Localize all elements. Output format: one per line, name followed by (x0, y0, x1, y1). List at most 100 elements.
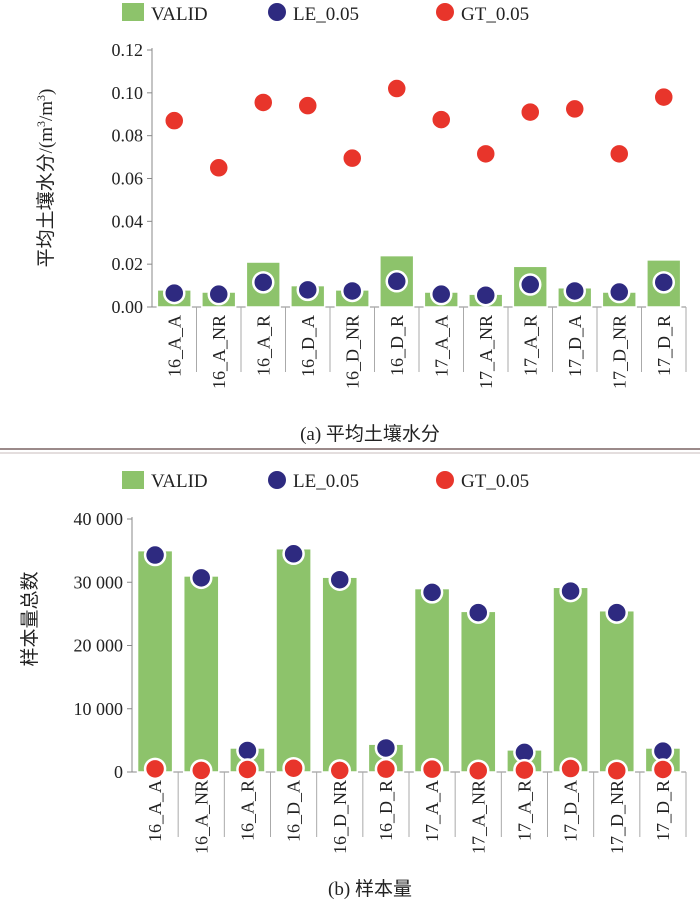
chart-a-point-gt (608, 142, 631, 166)
legend-a-le-label: LE_0.05 (293, 4, 359, 25)
chart-b-bar-valid (413, 587, 451, 773)
chart-b-point-gt (559, 757, 582, 780)
chart-b-point-le (282, 542, 305, 566)
chart-a-ytick-label: 0.08 (112, 126, 144, 146)
chart-b-caption: (b) 样本量 (328, 878, 412, 900)
chart-b-xtick-label: 16_A_A (145, 780, 165, 842)
chart-a-soil-moisture: 0.00 0.02 0.04 0.06 0.08 0.10 0.12 16_A_A 16_A_N… (112, 40, 687, 389)
chart-b-bar-valid (321, 576, 359, 773)
chart-a-point-gt (163, 109, 186, 132)
chart-b-ytick-label: 40 000 (74, 509, 124, 529)
chart-a-xtick-label: 17_A_A (431, 315, 451, 377)
chart-a-ytick-label: 0.10 (112, 83, 144, 103)
chart-b-bar-valid (598, 609, 636, 773)
legend-b-le-marker (268, 471, 286, 489)
chart-b-point-le (328, 568, 351, 591)
chart-b-point-le (605, 601, 628, 624)
chart-b-xtick-label: 16_A_NR (191, 780, 211, 854)
legend-a-valid-swatch (122, 3, 144, 21)
chart-a-point-le (608, 280, 631, 304)
chart-b-point-le (559, 579, 582, 603)
legend-a-gt-marker (436, 3, 454, 21)
chart-a-point-gt (252, 91, 275, 114)
chart-b-point-le (651, 739, 675, 763)
chart-a-point-gt (652, 85, 675, 109)
chart-a-ytick-label: 0.12 (112, 40, 144, 60)
chart-a-xtick-label: 16_D_R (387, 315, 407, 376)
chart-a-xtick-label: 17_D_NR (609, 315, 629, 389)
chart-b-xtick-label: 17_A_NR (468, 780, 488, 854)
chart-a-point-gt (341, 146, 364, 170)
chart-a-point-le (474, 283, 497, 307)
chart-b-xtick-label: 17_D_A (561, 780, 581, 842)
chart-a-xtick-label: 17_A_NR (476, 315, 496, 389)
chart-b-xtick-label: 16_D_R (376, 780, 396, 841)
chart-a-point-le (207, 282, 230, 306)
chart-b-xtick-label: 17_A_A (422, 780, 442, 842)
chart-a-point-le (252, 271, 275, 294)
chart-a-point-le (563, 279, 586, 303)
chart-b-xtick-label: 17_D_NR (607, 780, 627, 854)
chart-a-ytick-label: 0.04 (112, 211, 144, 231)
legend-b-valid-label: VALID (151, 471, 208, 492)
chart-a-point-gt (430, 108, 453, 131)
chart-b-point-gt (374, 757, 398, 781)
chart-b-point-gt (143, 757, 167, 781)
chart-b-point-gt (605, 759, 628, 782)
chart-a-ylabel: 平均土壤水分/(m3/m3) (34, 89, 57, 268)
chart-b-bar-valid (182, 575, 220, 773)
chart-b-point-le (236, 739, 259, 762)
chart-a-xtick-label: 16_A_NR (209, 315, 229, 389)
chart-a-point-gt (296, 94, 319, 117)
chart-a-point-le (652, 271, 675, 294)
chart-b-point-gt (282, 756, 305, 780)
chart-b-point-gt (190, 759, 213, 782)
legend-a: VALID LE_0.05 GT_0.05 (122, 3, 529, 25)
chart-b-sample-size: 0 10 000 20 000 30 000 40 000 16_A_A 16_A_NR 16… (74, 509, 687, 854)
chart-b-point-gt (328, 759, 351, 782)
chart-b-bar-valid (459, 610, 497, 773)
chart-a-xtick-label: 16_A_R (253, 315, 273, 376)
chart-a-xtick-label: 17_D_R (654, 315, 674, 376)
chart-b-point-le (467, 601, 490, 624)
chart-a-xtick-label: 16_D_NR (342, 315, 362, 389)
chart-b-bar-valid (552, 586, 589, 773)
chart-b-xtick-label: 17_A_R (514, 780, 534, 841)
chart-a-point-le (296, 278, 319, 302)
chart-b-point-gt (513, 758, 536, 782)
legend-b: VALID LE_0.05 GT_0.05 (122, 471, 529, 492)
legend-b-le-label: LE_0.05 (293, 471, 359, 492)
chart-a-xtick-label: 16_A_A (164, 315, 184, 377)
legend-a-valid-label: VALID (151, 4, 208, 25)
legend-b-valid-swatch (122, 471, 144, 489)
chart-b-point-gt (236, 758, 259, 781)
legend-b-gt-marker (436, 471, 454, 489)
chart-b-bar-valid (275, 547, 312, 773)
chart-b-bar-valid (136, 549, 174, 773)
chart-a-point-gt (385, 77, 408, 100)
chart-a-ytick-label: 0.06 (112, 169, 144, 189)
legend-a-gt-label: GT_0.05 (461, 4, 529, 25)
chart-a-ytick-label: 0.02 (112, 254, 144, 274)
chart-a-point-le (430, 282, 453, 306)
chart-a-xtick-label: 17_A_R (520, 315, 540, 376)
chart-b-point-gt (651, 758, 675, 781)
chart-b-ytick-label: 20 000 (74, 636, 124, 656)
chart-b-point-le (190, 566, 213, 590)
chart-a-caption: (a) 平均土壤水分 (300, 423, 440, 445)
chart-a-point-le (385, 270, 408, 293)
chart-a-xtick-label: 17_D_A (565, 315, 585, 377)
legend-a-le-marker (268, 3, 286, 21)
chart-b-xtick-label: 16_A_R (237, 780, 257, 841)
chart-a-point-gt (563, 97, 586, 121)
chart-b-xtick-label: 16_D_NR (330, 780, 350, 854)
chart-b-point-le (420, 581, 444, 604)
chart-b-point-le (143, 543, 167, 567)
chart-a-ytick-label: 0.00 (112, 297, 144, 317)
legend-b-gt-label: GT_0.05 (461, 471, 529, 492)
chart-a-point-le (341, 279, 364, 303)
chart-a-point-gt (207, 156, 230, 180)
chart-a-point-le (163, 281, 186, 305)
chart-b-xtick-label: 16_D_A (284, 780, 304, 842)
